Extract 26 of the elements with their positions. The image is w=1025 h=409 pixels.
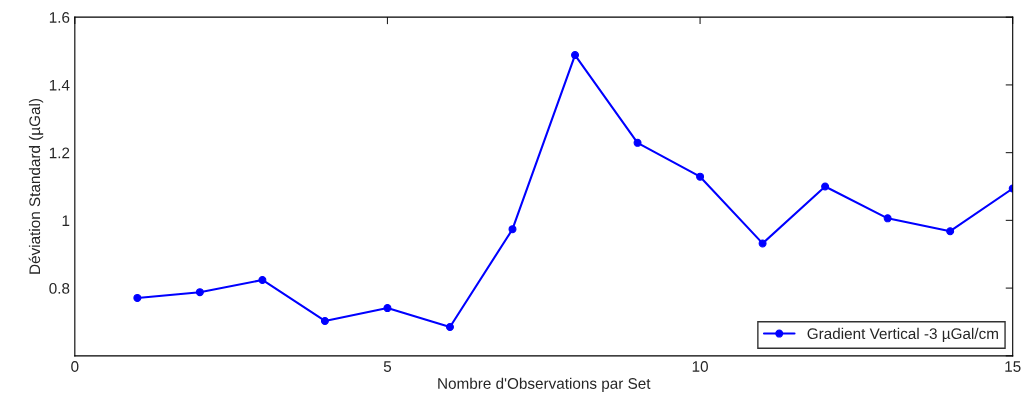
y-tick-label: 1: [62, 215, 70, 226]
point: [883, 214, 892, 223]
point: [946, 227, 955, 236]
point: [258, 275, 267, 284]
point: [320, 316, 329, 325]
point: [383, 304, 392, 313]
point: [571, 51, 580, 60]
point: [633, 138, 642, 147]
x-axis-title: Nombre d'Observations par Set: [438, 377, 651, 392]
point: [195, 288, 204, 297]
y-tick-label: 1.4: [49, 79, 70, 91]
x-tick-label: 0: [71, 361, 79, 372]
point: [508, 225, 517, 234]
x-tick-label: 5: [383, 361, 392, 372]
point: [821, 182, 830, 191]
y-tick-label: 0.8: [49, 282, 70, 294]
point: [445, 323, 454, 332]
y-axis-title: Déviation Standard (µGal): [28, 98, 44, 274]
point: [758, 239, 767, 248]
x-tick-label: 10: [692, 361, 708, 372]
y-tick-label: 1.6: [49, 12, 70, 23]
y-tick-label: 1.2: [49, 147, 70, 159]
point: [696, 172, 705, 181]
legend-label: Gradient Vertical -3 µGal/cm: [807, 327, 998, 343]
x-tick-label: 15: [1005, 361, 1021, 372]
point: [133, 293, 142, 302]
